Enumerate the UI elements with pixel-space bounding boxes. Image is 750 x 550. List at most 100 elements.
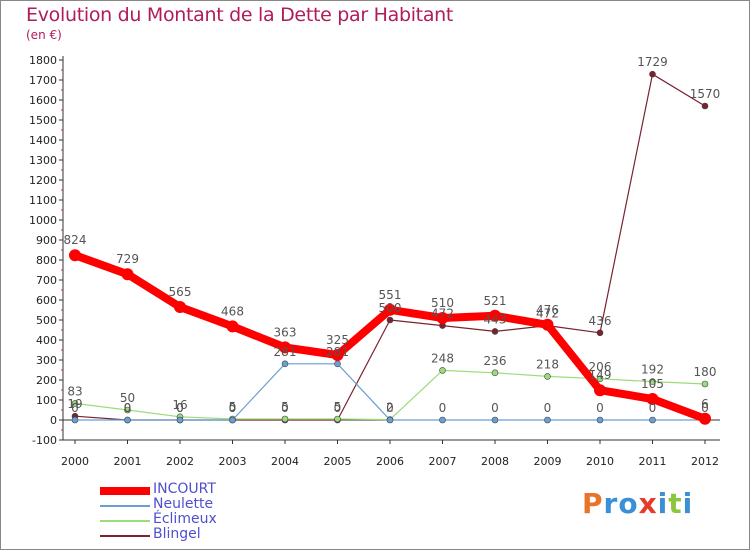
x-tick-label: 2011 (639, 455, 667, 468)
data-label: 5 (281, 400, 289, 414)
data-point (229, 416, 236, 424)
y-tick-label: 1500 (29, 114, 57, 127)
data-point (436, 312, 449, 324)
legend-swatch-incourt (100, 487, 150, 495)
data-label: 363 (274, 325, 297, 339)
data-point (596, 375, 604, 383)
data-label: 521 (484, 294, 507, 308)
logo-letter: o (618, 487, 639, 520)
data-point (701, 102, 709, 110)
data-point (544, 373, 551, 380)
data-point (649, 70, 656, 78)
data-point (121, 268, 134, 281)
data-label: 551 (379, 288, 402, 302)
y-tick-label: 100 (36, 394, 57, 407)
data-point (124, 416, 131, 424)
y-tick-label: 1100 (29, 194, 57, 207)
legend-swatch-blingel (100, 535, 150, 537)
data-label: 83 (67, 384, 82, 398)
data-point (544, 416, 551, 424)
x-tick-label: 2012 (691, 455, 719, 468)
y-tick-label: 1600 (29, 94, 57, 107)
y-tick-label: 1700 (29, 74, 57, 87)
data-label: 443 (484, 312, 507, 326)
x-tick-label: 2008 (481, 455, 509, 468)
x-tick-label: 2004 (271, 455, 299, 468)
y-tick-label: 500 (36, 314, 57, 327)
data-label: 472 (536, 307, 559, 321)
y-tick-label: 1000 (29, 214, 57, 227)
data-label: 16 (172, 398, 187, 412)
y-tick-label: 1800 (29, 54, 57, 67)
logo-letter: r (603, 487, 619, 520)
data-label: 5 (334, 400, 342, 414)
data-label: 236 (484, 354, 507, 368)
legend-swatch-eclimeux (100, 520, 150, 522)
data-label: 248 (431, 351, 454, 365)
data-label: 0 (229, 401, 237, 415)
series-layer (69, 70, 711, 425)
data-point (386, 416, 394, 424)
data-point (334, 360, 341, 368)
logo-letter: i (657, 487, 669, 520)
data-point (384, 303, 396, 316)
y-tick-label: 1400 (29, 134, 57, 147)
x-tick-label: 2007 (429, 455, 457, 468)
y-tick-label: 1300 (29, 154, 57, 167)
data-point (701, 380, 709, 388)
data-label: 824 (64, 233, 87, 247)
data-label: 19 (67, 397, 82, 411)
chart-title: Evolution du Montant de la Dette par Hab… (26, 4, 454, 26)
data-label: 565 (169, 285, 192, 299)
data-point (596, 416, 604, 424)
data-point (699, 412, 711, 425)
y-tick-label: 1200 (29, 174, 57, 187)
data-point (281, 360, 289, 368)
data-label: 1729 (637, 55, 668, 69)
y-tick-label: 600 (36, 294, 57, 307)
x-tick-label: 2009 (534, 455, 562, 468)
data-point (281, 415, 289, 423)
data-point (279, 341, 291, 354)
x-tick-label: 2005 (324, 455, 352, 468)
legend-label-incourt: INCOURT (153, 481, 216, 497)
data-point (386, 316, 394, 324)
y-tick-label: -100 (32, 434, 57, 447)
chart-subtitle: (en €) (26, 28, 62, 42)
data-point (71, 416, 79, 424)
data-point (439, 367, 446, 374)
data-point (491, 416, 499, 424)
data-point (331, 349, 344, 361)
data-label: 1570 (690, 87, 721, 101)
y-tick-label: 300 (36, 354, 57, 367)
data-label: 0 (334, 401, 342, 415)
data-label: 729 (116, 252, 139, 266)
logo-letter: t (668, 487, 683, 520)
data-point (334, 415, 341, 423)
logo-letter: P (582, 487, 604, 520)
data-label: 0 (439, 401, 447, 415)
data-point (69, 249, 81, 262)
data-point (594, 384, 606, 397)
data-label: 510 (431, 296, 454, 310)
proxiti-logo: Proxiti (582, 487, 693, 520)
data-point (596, 329, 604, 337)
logo-letter: i (682, 487, 694, 520)
data-label: 0 (124, 401, 132, 415)
data-label: 0 (491, 401, 499, 415)
data-point (649, 378, 656, 385)
data-point (491, 328, 499, 335)
y-tick-label: 900 (36, 234, 57, 247)
y-tick-label: 400 (36, 334, 57, 347)
data-label: 0 (71, 401, 79, 415)
logo-letter: x (638, 487, 658, 520)
data-label: 0 (176, 401, 184, 415)
x-tick-label: 2000 (61, 455, 89, 468)
legend-label-eclimeux: Éclimeux (153, 511, 217, 527)
data-point (174, 301, 186, 313)
data-label: 436 (589, 314, 612, 328)
data-point (646, 393, 659, 405)
data-label: 468 (221, 304, 244, 318)
